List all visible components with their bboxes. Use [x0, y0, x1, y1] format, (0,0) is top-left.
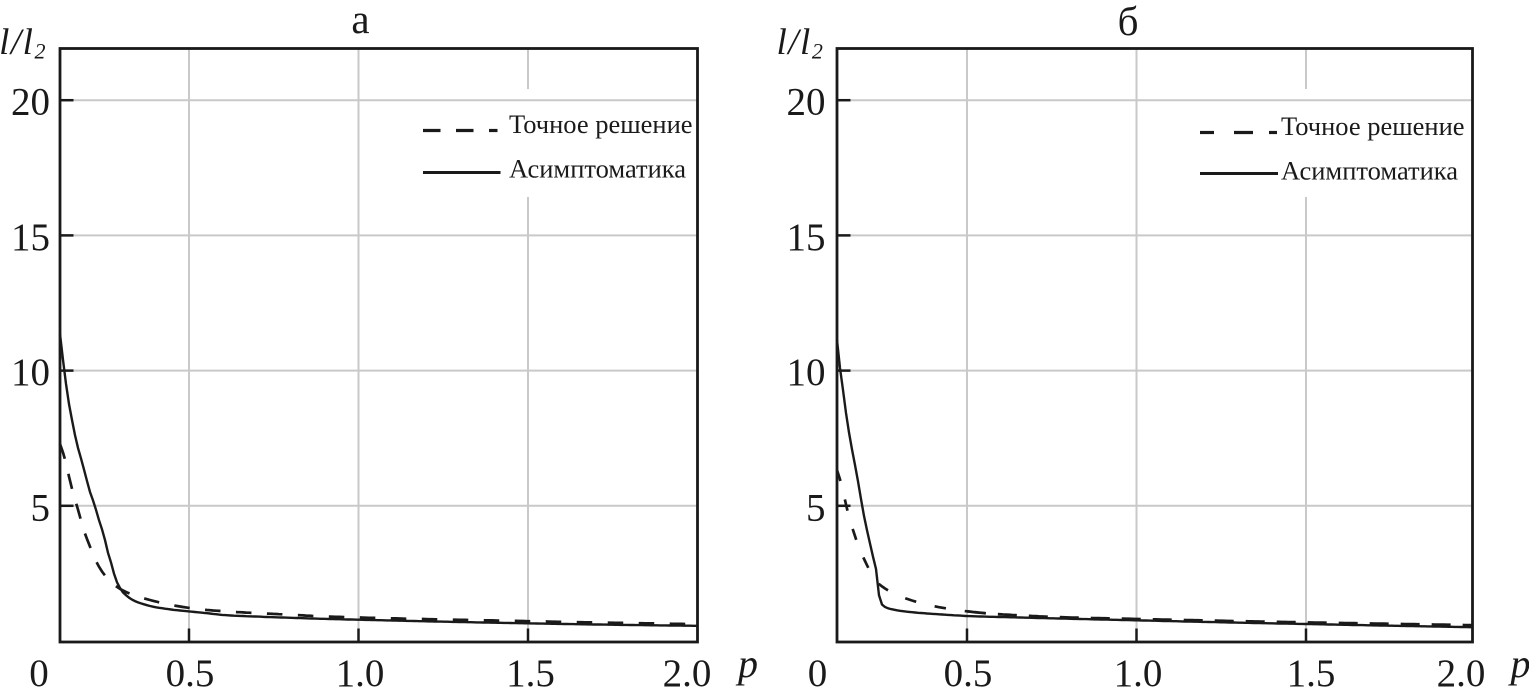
svg-text:5: 5	[806, 486, 826, 529]
svg-text:15: 15	[787, 216, 826, 259]
svg-text:1.0: 1.0	[336, 652, 385, 695]
svg-text:10: 10	[11, 351, 50, 394]
svg-text:5: 5	[31, 486, 51, 529]
svg-text:Точное решение: Точное решение	[1281, 111, 1465, 141]
svg-text:20: 20	[787, 81, 826, 124]
svg-text:б: б	[1118, 0, 1139, 44]
svg-text:20: 20	[11, 81, 50, 124]
svg-text:15: 15	[11, 216, 50, 259]
svg-text:а: а	[351, 0, 369, 42]
svg-text:0.5: 0.5	[944, 652, 993, 695]
svg-text:1.5: 1.5	[506, 652, 555, 695]
svg-text:1.5: 1.5	[1287, 652, 1336, 695]
svg-text:2.0: 2.0	[663, 652, 712, 695]
svg-text:Асимптоматика: Асимптоматика	[1281, 156, 1458, 186]
svg-text:0: 0	[29, 652, 49, 695]
svg-text:10: 10	[787, 351, 826, 394]
svg-text:Точное решение: Точное решение	[509, 109, 693, 139]
svg-text:1.0: 1.0	[1114, 652, 1163, 695]
svg-text:p: p	[735, 641, 758, 686]
svg-text:p: p	[1508, 641, 1529, 686]
svg-text:2.0: 2.0	[1437, 652, 1486, 695]
svg-text:0.5: 0.5	[166, 652, 215, 695]
svg-text:Асимптоматика: Асимптоматика	[509, 154, 686, 184]
svg-text:0: 0	[808, 652, 828, 695]
